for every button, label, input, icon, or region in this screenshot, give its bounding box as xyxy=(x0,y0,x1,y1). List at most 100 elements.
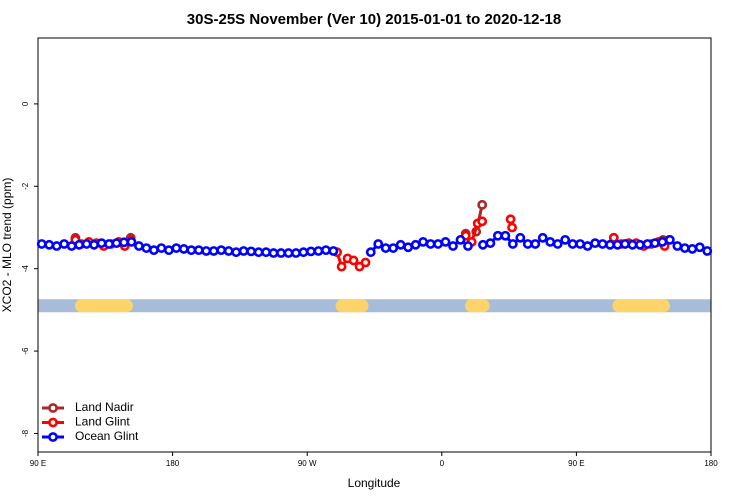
data-point xyxy=(448,241,458,251)
data-point xyxy=(261,247,271,258)
y-tick-label: -8 xyxy=(21,429,30,437)
data-point xyxy=(171,243,182,253)
data-point xyxy=(238,246,249,256)
data-point xyxy=(597,239,608,249)
data-point xyxy=(134,241,144,251)
data-point xyxy=(545,237,556,247)
legend-label: Land Nadir xyxy=(75,400,134,414)
data-point xyxy=(507,222,517,233)
data-point xyxy=(320,245,331,256)
data-point xyxy=(298,247,309,258)
data-point xyxy=(328,246,339,256)
legend-marker xyxy=(48,432,58,442)
data-point xyxy=(81,239,92,249)
data-point xyxy=(59,239,70,249)
land-segment xyxy=(464,299,490,313)
data-point xyxy=(500,230,511,241)
data-point xyxy=(522,239,533,249)
data-point xyxy=(51,241,62,251)
data-point xyxy=(313,246,324,256)
data-point xyxy=(672,241,683,251)
data-point xyxy=(664,234,675,245)
data-point xyxy=(560,234,571,245)
data-point xyxy=(253,247,264,258)
data-point xyxy=(515,232,526,243)
data-point xyxy=(455,234,466,245)
data-point xyxy=(567,239,578,249)
data-point xyxy=(642,239,653,249)
data-point xyxy=(463,241,473,251)
y-tick-label: 0 xyxy=(21,101,30,106)
data-point xyxy=(403,242,414,253)
data-point xyxy=(627,239,638,250)
x-tick-label: 180 xyxy=(704,459,718,468)
data-point xyxy=(36,239,47,249)
data-point xyxy=(537,232,548,243)
x-tick-label: 180 xyxy=(166,459,180,468)
data-point xyxy=(96,238,107,249)
data-point xyxy=(201,246,212,256)
x-axis-label: Longitude xyxy=(348,476,401,490)
data-point xyxy=(178,244,189,254)
data-point xyxy=(223,246,234,256)
data-point xyxy=(635,239,645,250)
x-tick-label: 90 W xyxy=(298,459,317,468)
legend-marker xyxy=(48,403,58,413)
land-segment xyxy=(335,299,369,313)
data-point xyxy=(605,239,615,250)
data-point xyxy=(440,237,451,247)
data-point xyxy=(552,239,563,249)
data-point xyxy=(231,247,242,258)
data-point xyxy=(365,247,376,258)
data-point xyxy=(360,257,371,268)
data-point xyxy=(104,239,114,249)
data-point xyxy=(582,241,593,251)
data-point xyxy=(44,239,55,250)
data-point xyxy=(246,246,257,257)
data-point xyxy=(477,199,488,210)
data-point xyxy=(657,237,668,247)
data-point xyxy=(612,239,623,250)
data-point xyxy=(283,248,294,258)
data-point xyxy=(119,237,129,248)
data-point xyxy=(433,239,443,249)
data-point xyxy=(74,239,85,250)
data-point xyxy=(478,239,488,250)
data-point xyxy=(208,246,219,256)
y-tick-label: -6 xyxy=(21,347,30,355)
data-point xyxy=(575,239,586,249)
data-point xyxy=(156,243,167,253)
data-point xyxy=(477,216,488,227)
data-point xyxy=(141,243,152,253)
data-point xyxy=(702,246,713,256)
data-point xyxy=(485,238,496,249)
data-point xyxy=(530,239,541,249)
data-point xyxy=(291,248,301,258)
legend-marker xyxy=(48,417,58,428)
data-point xyxy=(410,239,421,250)
y-axis-label: XCO2 - MLO trend (ppm) xyxy=(0,178,14,313)
legend-label: Ocean Glint xyxy=(75,429,139,443)
y-tick-label: -4 xyxy=(21,265,30,273)
data-point xyxy=(590,238,600,249)
data-point xyxy=(348,255,359,266)
data-point xyxy=(276,248,286,258)
data-point xyxy=(505,214,516,225)
land-segment xyxy=(612,299,671,313)
data-point xyxy=(111,238,122,249)
data-point xyxy=(306,246,316,257)
data-point xyxy=(694,242,705,253)
data-point xyxy=(186,245,197,256)
data-point xyxy=(89,239,99,250)
data-point xyxy=(373,239,384,249)
data-point xyxy=(395,239,406,250)
y-tick-label: -2 xyxy=(21,182,30,190)
data-point xyxy=(687,244,698,254)
x-tick-label: 90 E xyxy=(568,459,584,468)
data-point xyxy=(679,243,690,253)
data-point xyxy=(336,261,347,272)
data-point xyxy=(650,238,660,249)
data-point xyxy=(193,245,204,256)
legend-label: Land Glint xyxy=(75,415,130,429)
data-point xyxy=(163,245,174,256)
